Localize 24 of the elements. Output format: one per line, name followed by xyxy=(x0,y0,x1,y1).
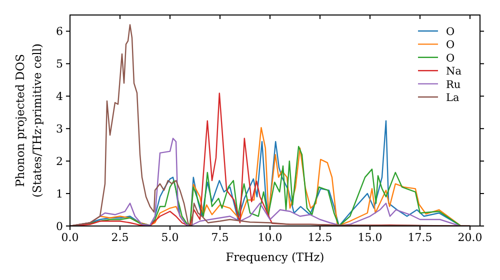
y-tick-label: 3 xyxy=(56,122,63,136)
y-tick-label: 1 xyxy=(56,188,63,201)
y-tick-label: 2 xyxy=(56,155,63,168)
x-tick-label: 7.5 xyxy=(211,231,229,244)
x-tick-label: 2.5 xyxy=(111,231,129,244)
x-tick-label: 15.0 xyxy=(358,231,382,244)
x-tick-label: 10.0 xyxy=(258,231,282,244)
x-tick-label: 5.0 xyxy=(161,231,179,244)
y-tick-label: 4 xyxy=(56,90,63,104)
x-tick-label: 12.5 xyxy=(308,231,332,244)
legend-label: O xyxy=(446,52,455,64)
y-tick-label: 5 xyxy=(56,58,63,71)
legend-label: Na xyxy=(446,66,462,78)
y-tick-label: 6 xyxy=(56,25,63,38)
legend-label: Ru xyxy=(446,78,461,91)
legend-label: O xyxy=(446,26,455,38)
legend-label: La xyxy=(446,92,460,104)
x-tick-label: 20.0 xyxy=(458,231,482,244)
x-axis-title: Frequency (THz) xyxy=(226,250,324,264)
x-tick-label: 0.0 xyxy=(61,231,79,244)
y-axis-title: Phonon projected DOS (States/THz·primitive cell) xyxy=(13,44,44,198)
y-tick-label: 0 xyxy=(56,220,63,233)
legend-label: O xyxy=(446,39,455,52)
x-tick-label: 17.5 xyxy=(408,231,432,244)
